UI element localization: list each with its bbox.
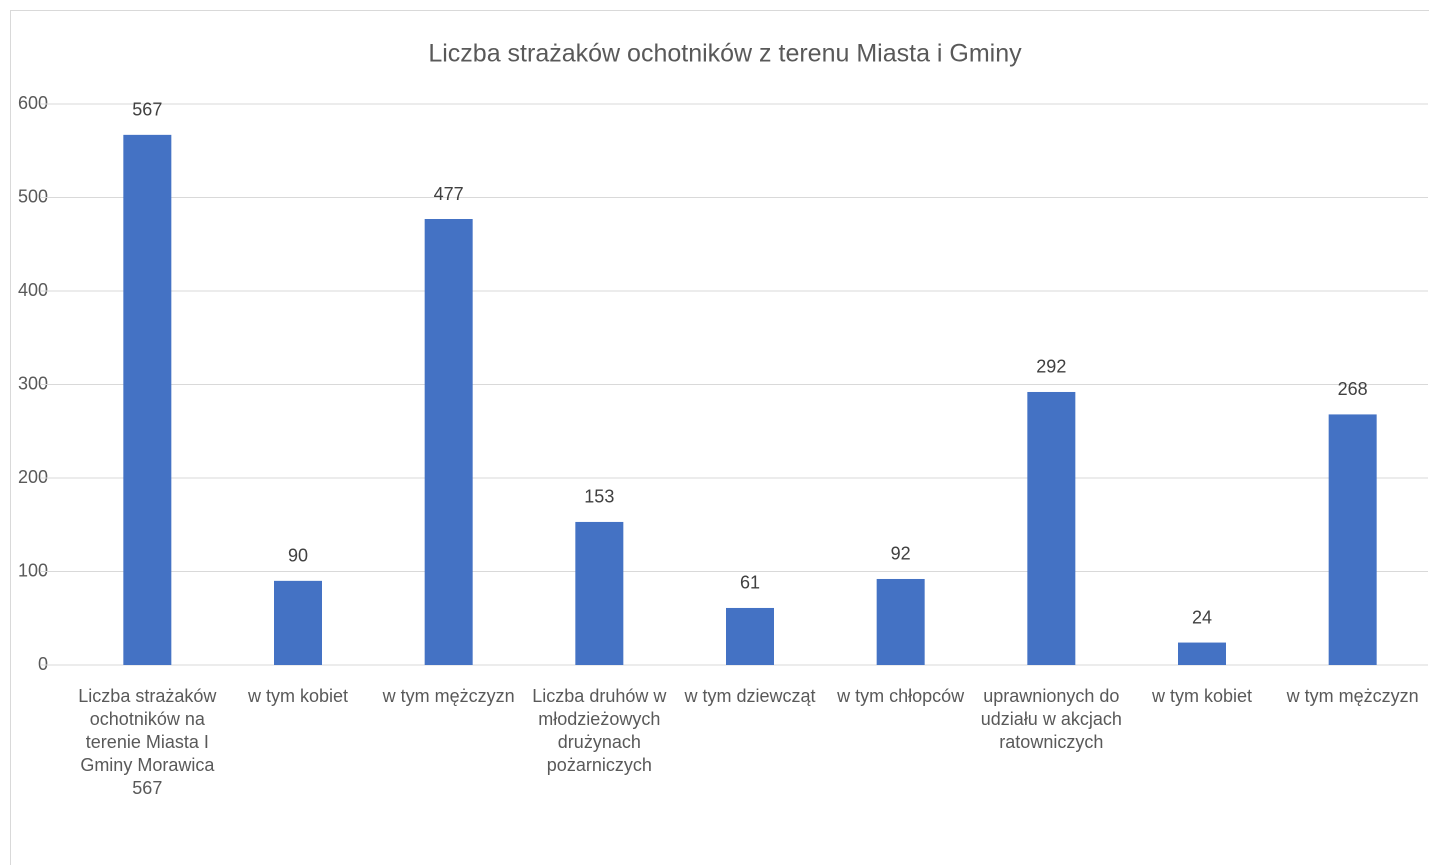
chart-title: Liczba strażaków ochotników z terenu Mia… xyxy=(428,40,1022,68)
tick-label-line: 567 xyxy=(132,778,162,798)
x-tick-label: Liczba druhów w młodzieżowych drużynach poż… xyxy=(532,686,667,775)
bar xyxy=(274,580,322,665)
x-tick-label: w tym kobiet xyxy=(247,686,348,706)
tick-label-line: udziału w akcjach xyxy=(981,709,1122,729)
tick-label-line: ochotników na xyxy=(90,709,206,729)
tick-label-line: Liczba strażaków xyxy=(78,686,217,706)
x-tick-label: w tym mężczyzn xyxy=(382,686,515,706)
data-label: 567 xyxy=(132,100,162,120)
x-tick-label: w tym kobiet xyxy=(1151,686,1252,706)
bar xyxy=(424,219,473,665)
y-tick-label: 100 xyxy=(18,560,48,580)
tick-label-line: uprawnionych do xyxy=(983,686,1119,706)
bar xyxy=(123,134,172,666)
x-tick-label: w tym dziewcząt xyxy=(683,686,815,706)
y-tick-label: 400 xyxy=(18,280,48,300)
tick-label-line: w tym dziewcząt xyxy=(683,686,815,706)
data-label: 24 xyxy=(1192,607,1212,627)
bar xyxy=(1178,642,1226,665)
data-label: 90 xyxy=(288,546,308,566)
tick-label-line: młodzieżowych xyxy=(538,709,660,729)
y-tick-label: 0 xyxy=(38,654,48,674)
data-label: 61 xyxy=(740,573,760,593)
bar xyxy=(876,578,925,665)
x-tick-label: uprawnionych do udziału w akcjach ratownic… xyxy=(981,686,1122,752)
data-label: 292 xyxy=(1036,357,1066,377)
data-label: 92 xyxy=(891,544,911,564)
tick-label-line: ratowniczych xyxy=(999,732,1103,752)
tick-label-line: Liczba druhów w xyxy=(532,686,667,706)
y-tick-label: 300 xyxy=(18,373,48,393)
data-label: 268 xyxy=(1338,379,1368,399)
tick-label-line: w tym chłopców xyxy=(836,686,965,706)
tick-label-line: drużynach xyxy=(558,732,641,752)
bar xyxy=(1328,414,1377,665)
y-tick-label: 600 xyxy=(18,93,48,113)
data-label: 153 xyxy=(584,487,614,507)
bar xyxy=(575,521,624,665)
tick-label-line: w tym kobiet xyxy=(1151,686,1252,706)
bar xyxy=(1027,391,1076,665)
tick-label-line: Gminy Morawica xyxy=(80,755,215,775)
bar xyxy=(726,607,774,665)
x-tick-label: Liczba strażaków ochotników na terenie Mia… xyxy=(78,686,217,798)
chart-frame xyxy=(10,10,1429,865)
data-label: 477 xyxy=(434,184,464,204)
x-tick-label: w tym mężczyzn xyxy=(1286,686,1419,706)
y-tick-label: 500 xyxy=(18,186,48,206)
x-tick-label: w tym chłopców xyxy=(836,686,965,706)
y-tick-label: 200 xyxy=(18,467,48,487)
tick-label-line: w tym mężczyzn xyxy=(382,686,515,706)
tick-label-line: pożarniczych xyxy=(547,755,652,775)
tick-label-line: w tym mężczyzn xyxy=(1286,686,1419,706)
tick-label-line: w tym kobiet xyxy=(247,686,348,706)
tick-label-line: terenie Miasta I xyxy=(86,732,209,752)
